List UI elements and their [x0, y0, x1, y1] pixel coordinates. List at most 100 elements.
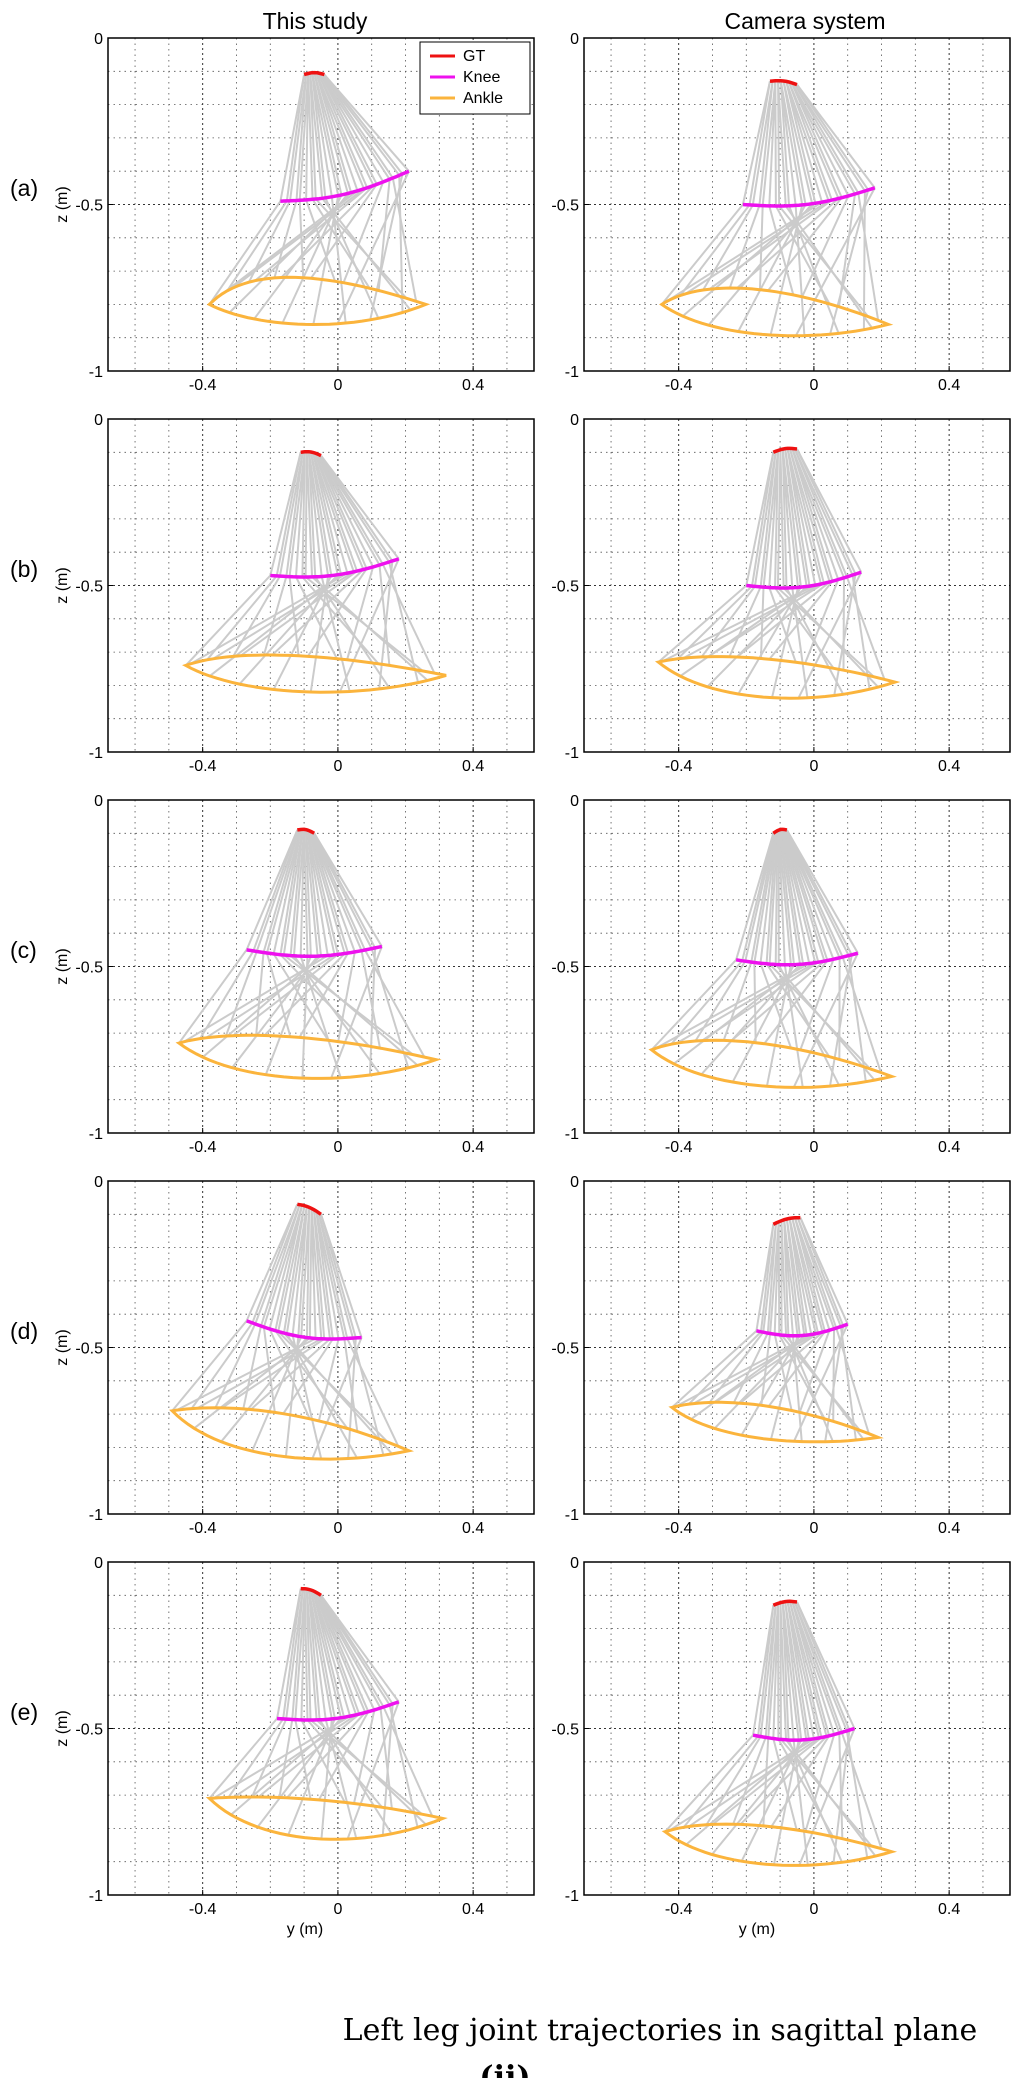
- ankle-trajectory: [668, 1400, 884, 1444]
- panel-3-0: -0.4 0 0.4 0 -0.5 -1 z (m) (d): [10, 1174, 535, 1537]
- thigh-segment: [786, 448, 822, 585]
- thigh-segment: [305, 1588, 312, 1721]
- thigh-segment: [305, 451, 314, 577]
- shank-segment: [202, 955, 322, 1058]
- gt-trajectory: [300, 1586, 322, 1597]
- thigh-segment: [305, 73, 310, 200]
- shank-segment: [824, 1325, 845, 1442]
- thigh-segment: [307, 1589, 327, 1720]
- thigh-segment: [319, 73, 378, 185]
- shank-segment: [832, 1328, 836, 1422]
- shank-segment: [190, 572, 348, 665]
- thigh-segment: [779, 449, 785, 589]
- thigh-segment: [774, 830, 779, 965]
- thigh-segment: [753, 831, 778, 963]
- row-label: (c): [10, 937, 37, 963]
- x-tick-label: -0.4: [665, 377, 693, 394]
- shank-segment: [835, 1327, 870, 1435]
- y-tick-label: 0: [94, 1555, 103, 1572]
- y-tick-label: 0: [570, 1555, 579, 1572]
- shank-segment: [199, 950, 255, 1040]
- shank-segment: [660, 203, 744, 306]
- thigh-segment: [269, 452, 302, 576]
- thigh-segment: [278, 451, 304, 577]
- knee-trajectory: [752, 1726, 856, 1742]
- thigh-segment: [318, 1593, 385, 1708]
- shank-segment: [763, 959, 829, 1045]
- shank-segment: [832, 1729, 851, 1864]
- shank-segment: [782, 587, 879, 688]
- shank-segment: [176, 1337, 317, 1412]
- shank-segment: [773, 1334, 793, 1411]
- shank-segment: [794, 187, 876, 337]
- thigh-segment: [317, 72, 375, 186]
- thigh-segment: [305, 1207, 311, 1338]
- knee-trajectory: [742, 186, 876, 208]
- x-tick-label: -0.4: [189, 758, 217, 775]
- shank-segment: [712, 1736, 823, 1826]
- shank-segment: [232, 953, 339, 1037]
- ankle-trajectory: [182, 653, 447, 694]
- y-tick-label: -1: [565, 745, 579, 762]
- knee-trajectory: [276, 1700, 400, 1722]
- knee-trajectory: [246, 1319, 362, 1341]
- shank-segment: [740, 1739, 803, 1862]
- ankle-trajectory: [659, 286, 894, 338]
- knee-trajectory: [746, 570, 862, 590]
- shank-segment: [178, 949, 248, 1044]
- thigh-segment: [784, 829, 844, 958]
- shank-segment: [675, 1333, 812, 1408]
- thigh-segment: [306, 829, 329, 956]
- shank-segment: [254, 186, 368, 282]
- thigh-segment: [764, 1604, 777, 1738]
- thigh-segment: [783, 1219, 799, 1336]
- thigh-segment: [741, 81, 771, 205]
- shank-segment: [736, 581, 831, 658]
- thigh-segment: [759, 831, 778, 964]
- thigh-segment: [245, 1203, 299, 1322]
- shank-segment: [785, 1739, 877, 1857]
- x-tick-label: 0: [809, 1901, 818, 1918]
- ankle-trajectory: [175, 1033, 442, 1080]
- thigh-segment: [276, 1588, 302, 1719]
- shank-segment: [310, 183, 378, 279]
- shank-segment: [847, 955, 867, 1082]
- figure-sublabel-close: ): [516, 2060, 530, 2078]
- x-tick-label: 0.4: [938, 1901, 960, 1918]
- y-tick-label: -1: [565, 1507, 579, 1524]
- shank-segment: [728, 205, 761, 289]
- legend-label-ankle: Ankle: [463, 90, 503, 107]
- thigh-segment: [303, 829, 309, 957]
- thigh-segment: [757, 1605, 775, 1737]
- shank-segment: [209, 573, 342, 677]
- thigh-segment: [309, 72, 317, 200]
- thigh-segment: [313, 72, 343, 196]
- thigh-segment: [787, 81, 840, 199]
- y-tick-label: -1: [89, 1507, 103, 1524]
- thigh-segment: [309, 831, 356, 953]
- shank-segment: [185, 574, 272, 667]
- shank-segment: [315, 1719, 427, 1826]
- thigh-segment: [794, 1217, 835, 1330]
- thigh-segment: [784, 448, 808, 587]
- thigh-segment: [780, 829, 805, 965]
- thigh-segment: [291, 1588, 304, 1720]
- thigh-segment: [786, 1601, 820, 1739]
- thigh-segment: [748, 81, 771, 206]
- thigh-segment: [735, 833, 775, 961]
- thigh-segment: [783, 829, 841, 959]
- thigh-segment: [297, 1206, 308, 1337]
- thigh-segment: [289, 73, 308, 201]
- column-title-this-study: This study: [263, 8, 368, 34]
- shank-segment: [862, 190, 866, 330]
- shank-segment: [765, 963, 831, 1058]
- thigh-segment: [316, 1592, 370, 1713]
- shank-segment: [840, 1732, 883, 1850]
- x-tick-label: -0.4: [189, 1520, 217, 1537]
- thigh-segment: [272, 829, 302, 955]
- shank-segment: [257, 1713, 360, 1798]
- shank-segment: [205, 953, 336, 1039]
- x-tick-label: 0: [333, 758, 342, 775]
- gt-trajectory: [772, 1599, 798, 1607]
- shank-segment: [378, 560, 394, 690]
